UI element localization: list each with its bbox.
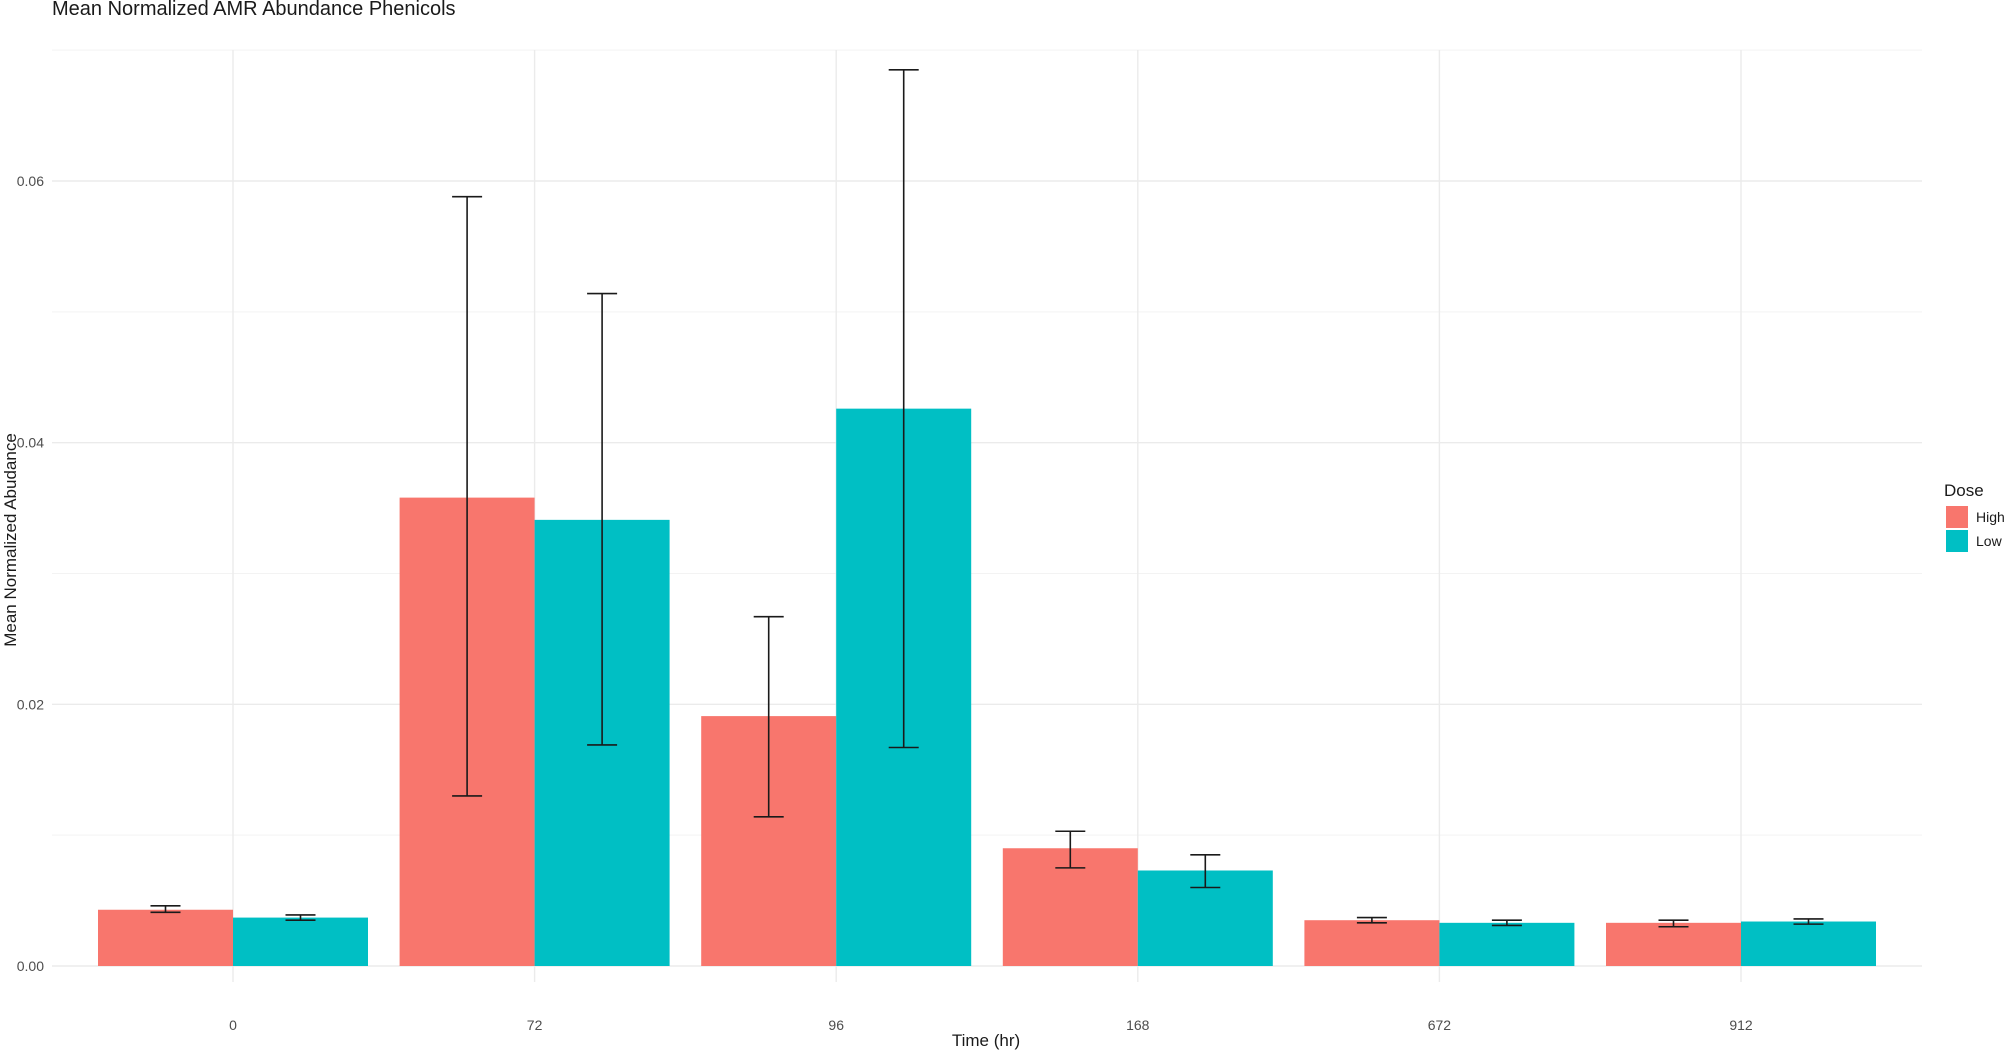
errorbar-low-96 — [888, 68, 919, 749]
y-tick-label: 0.00 — [17, 958, 44, 974]
x-tick-label: 168 — [1126, 1017, 1150, 1033]
legend: Dose High Low — [1944, 481, 2005, 552]
x-tick-label: 912 — [1729, 1017, 1753, 1033]
errorbar-low-912 — [1793, 918, 1824, 925]
bar-high-672 — [1304, 920, 1440, 966]
errorbar-low-0 — [285, 914, 316, 922]
x-axis-title: Time (hr) — [952, 1031, 1020, 1050]
legend-items: High Low — [1946, 506, 2005, 552]
bar-low-912 — [1741, 921, 1876, 966]
x-tick-label: 0 — [229, 1017, 237, 1033]
legend-label-low: Low — [1976, 533, 2003, 549]
errorbar-low-72 — [587, 292, 618, 746]
y-axis-title: Mean Normalized Abudance — [1, 433, 20, 647]
y-tick-label: 0.06 — [17, 173, 44, 189]
errorbar-high-912 — [1658, 919, 1689, 928]
errorbar-high-96 — [753, 615, 784, 818]
y-tick-label: 0.02 — [17, 696, 44, 712]
errorbar-high-0 — [150, 905, 181, 914]
legend-swatch-low — [1946, 530, 1968, 552]
x-tick-label: 72 — [527, 1017, 543, 1033]
legend-label-high: High — [1976, 509, 2005, 525]
y-tick-label: 0.04 — [17, 435, 44, 451]
grid — [52, 49, 1922, 982]
errorbar-low-168 — [1190, 853, 1221, 889]
bar-low-672 — [1439, 922, 1575, 966]
bars — [98, 408, 1876, 966]
x-tick-label: 96 — [828, 1017, 844, 1033]
axes: 0.00 0.02 0.04 0.06 0 72 96 168 672 912 — [17, 173, 1753, 1033]
errorbar-high-72 — [452, 195, 483, 797]
bar-high-0 — [98, 909, 233, 966]
bar-high-912 — [1606, 922, 1741, 966]
errorbar-high-672 — [1356, 916, 1387, 924]
errorbar-low-672 — [1491, 919, 1522, 927]
chart-title: Mean Normalized AMR Abundance Phenicols — [52, 0, 456, 20]
x-tick-label: 672 — [1428, 1017, 1452, 1033]
legend-swatch-high — [1946, 506, 1968, 528]
errorbar-high-168 — [1055, 830, 1086, 869]
error-bars — [150, 68, 1824, 928]
legend-title: Dose — [1944, 481, 1984, 500]
bar-low-0 — [233, 917, 368, 966]
